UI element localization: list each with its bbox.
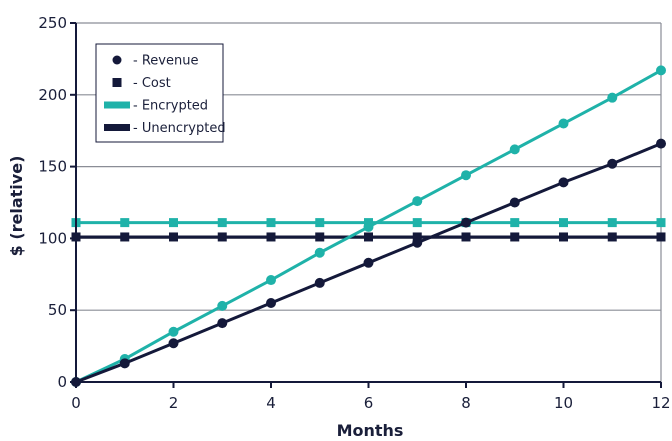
point-cost-unencrypted-6 — [364, 232, 373, 242]
point-cost-encrypted-11 — [607, 218, 617, 228]
x-tick-label-4: 4 — [266, 394, 276, 412]
point-revenue-encrypted-11 — [607, 92, 618, 103]
point-cost-unencrypted-3 — [217, 232, 227, 242]
point-revenue-unencrypted-8 — [461, 217, 471, 228]
point-revenue-encrypted-7 — [412, 196, 423, 207]
x-axis-title: Months — [337, 421, 404, 440]
point-revenue-unencrypted-5 — [314, 277, 325, 288]
point-revenue-unencrypted-3 — [217, 318, 228, 329]
x-tick-label-6: 6 — [364, 394, 374, 412]
y-tick-label-200: 200 — [38, 86, 67, 104]
point-cost-encrypted-7 — [412, 218, 422, 228]
legend-item-cost: - Cost — [112, 76, 171, 91]
point-revenue-encrypted-5 — [314, 247, 325, 258]
legend-item-encrypted: - Encrypted — [104, 99, 208, 114]
point-revenue-unencrypted-4 — [266, 298, 276, 309]
point-cost-encrypted-4 — [266, 218, 276, 228]
legend: - Revenue - Cost - Encrypted - Unencrypted — [95, 43, 226, 143]
y-tick-label-0: 0 — [57, 373, 67, 391]
y-tick-label-50: 50 — [48, 301, 67, 319]
point-cost-encrypted-10 — [559, 218, 568, 228]
legend-symbol-line — [104, 124, 130, 131]
point-revenue-unencrypted-6 — [363, 257, 374, 268]
legend-label-encrypted: - Encrypted — [133, 99, 208, 114]
point-cost-unencrypted-9 — [510, 232, 520, 242]
point-revenue-unencrypted-2 — [168, 338, 179, 349]
legend-symbol-circle — [112, 55, 122, 65]
point-cost-encrypted-1 — [120, 218, 130, 228]
point-revenue-encrypted-12 — [656, 65, 666, 76]
point-revenue-unencrypted-12 — [656, 138, 666, 149]
series-revenue-unencrypted — [71, 138, 666, 387]
point-revenue-encrypted-4 — [266, 275, 276, 286]
point-revenue-encrypted-9 — [509, 144, 520, 155]
point-revenue-unencrypted-11 — [607, 158, 618, 169]
point-revenue-encrypted-6 — [363, 221, 374, 232]
x-tick-label-2: 2 — [169, 394, 179, 412]
point-revenue-unencrypted-1 — [119, 358, 130, 369]
point-revenue-encrypted-8 — [461, 170, 471, 181]
y-axis-title: $ (relative) — [7, 156, 26, 257]
point-revenue-encrypted-3 — [217, 300, 228, 311]
point-cost-unencrypted-5 — [315, 232, 325, 242]
point-cost-unencrypted-4 — [266, 232, 276, 242]
legend-item-unencrypted: - Unencrypted — [104, 121, 226, 136]
x-tick-label-0: 0 — [71, 394, 81, 412]
series-revenue-encrypted — [71, 65, 666, 387]
legend-item-revenue: - Revenue — [112, 54, 198, 69]
legend-label-cost: - Cost — [133, 76, 171, 91]
x-tick-label-12: 12 — [651, 394, 670, 412]
x-tick-label-10: 10 — [554, 394, 573, 412]
point-cost-unencrypted-8 — [461, 232, 471, 242]
point-revenue-encrypted-2 — [168, 326, 179, 337]
point-cost-unencrypted-7 — [412, 232, 422, 242]
series-cost-unencrypted — [71, 232, 666, 242]
point-cost-unencrypted-11 — [607, 232, 617, 242]
tick-labels: 0 50 100 150 200 250 0 2 4 6 8 10 12 — [38, 14, 670, 412]
legend-symbol-line — [104, 101, 130, 109]
point-cost-encrypted-5 — [315, 218, 325, 228]
x-tick-label-8: 8 — [461, 394, 471, 412]
y-tick-label-100: 100 — [38, 229, 67, 247]
point-cost-unencrypted-12 — [656, 232, 666, 242]
point-revenue-encrypted-10 — [558, 118, 569, 129]
point-cost-encrypted-3 — [217, 218, 227, 228]
point-revenue-unencrypted-7 — [412, 237, 423, 248]
point-cost-unencrypted-1 — [120, 232, 130, 242]
point-cost-encrypted-12 — [656, 218, 666, 228]
point-revenue-unencrypted-10 — [558, 177, 569, 188]
legend-label-unencrypted: - Unencrypted — [133, 121, 226, 136]
y-tick-label-250: 250 — [38, 14, 67, 32]
point-cost-encrypted-9 — [510, 218, 520, 228]
axes — [70, 22, 662, 388]
point-cost-unencrypted-2 — [169, 232, 178, 242]
legend-label-revenue: - Revenue — [133, 54, 198, 69]
point-cost-encrypted-2 — [169, 218, 178, 228]
point-cost-unencrypted-10 — [559, 232, 568, 242]
legend-symbol-square — [112, 78, 122, 87]
y-tick-label-150: 150 — [38, 158, 67, 176]
point-revenue-unencrypted-9 — [509, 197, 520, 208]
